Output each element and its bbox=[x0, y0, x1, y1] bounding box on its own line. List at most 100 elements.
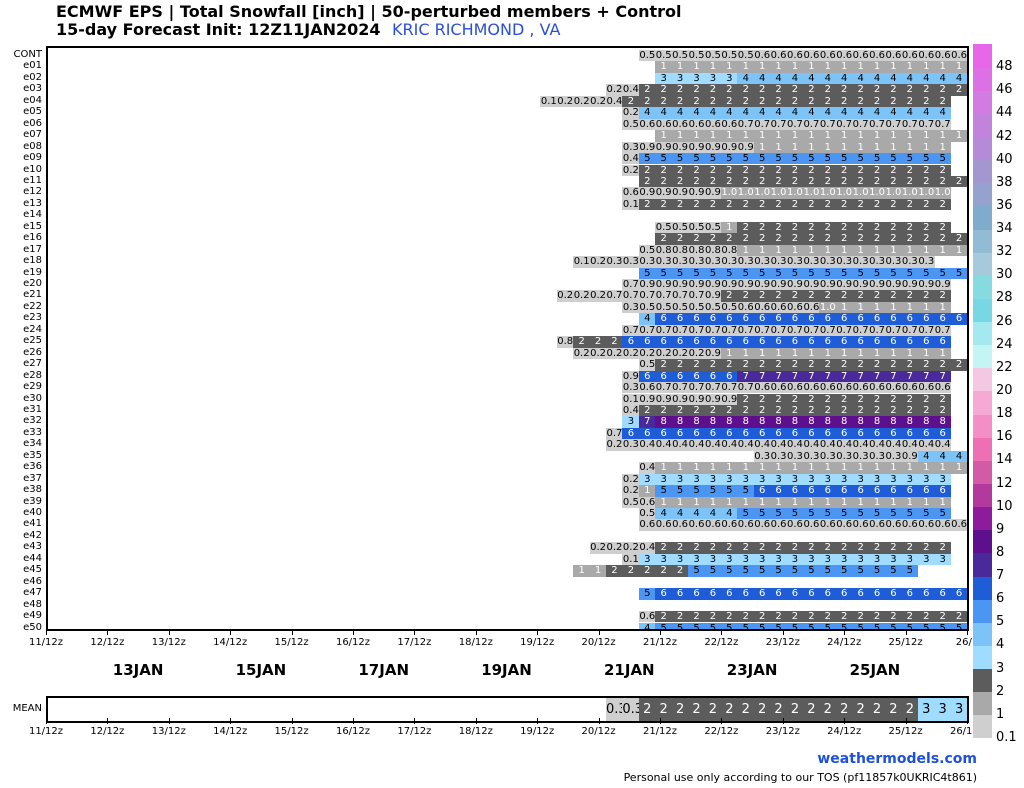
heatmap-cell: 0.9 bbox=[638, 187, 656, 199]
credit-link[interactable]: weathermodels.com bbox=[817, 751, 977, 767]
heatmap-cell: 6 bbox=[835, 427, 853, 440]
heatmap-cell: 0.6 bbox=[802, 50, 820, 62]
heatmap-cell: 2 bbox=[868, 290, 886, 302]
heatmap-cell: 6 bbox=[786, 427, 804, 440]
colorbar-swatch bbox=[973, 298, 992, 323]
heatmap-cell: 0.7 bbox=[638, 324, 656, 337]
heatmap-cell: 0.6 bbox=[884, 50, 902, 62]
heatmap-cell: 2 bbox=[802, 84, 820, 96]
heatmap-cell: 6 bbox=[802, 485, 820, 497]
heatmap-cell: 1.0 bbox=[770, 187, 788, 199]
heatmap-cell: 6 bbox=[819, 427, 837, 440]
row-label: e16 bbox=[23, 232, 42, 244]
axis-tick bbox=[967, 718, 968, 724]
heatmap-cell: 5 bbox=[786, 153, 804, 165]
heatmap-cell: 1 bbox=[868, 61, 886, 73]
heatmap-cell: 0.6 bbox=[901, 50, 919, 62]
tick-label: 18/12z bbox=[458, 637, 493, 648]
heatmap-cell: 0.9 bbox=[704, 393, 722, 405]
heatmap-cell: 2 bbox=[934, 233, 952, 245]
heatmap-cell: 6 bbox=[852, 336, 870, 348]
heatmap-cell: 1 bbox=[868, 462, 886, 474]
heatmap-cell: 5 bbox=[868, 622, 886, 629]
heatmap-cell: 2 bbox=[950, 175, 967, 188]
heatmap-cell: 8 bbox=[655, 416, 673, 428]
heatmap-cell: 2 bbox=[835, 175, 853, 188]
heatmap-cell: 2 bbox=[720, 95, 738, 108]
heatmap-cell: 0.7 bbox=[884, 324, 902, 337]
heatmap-cell: 2 bbox=[770, 542, 788, 554]
heatmap-cell: 0.7 bbox=[737, 382, 755, 394]
heatmap-cell: 5 bbox=[704, 153, 722, 165]
heatmap-cell: 7 bbox=[786, 370, 804, 383]
heatmap-cell: 2 bbox=[737, 198, 755, 211]
heatmap-cell: 2 bbox=[720, 404, 738, 417]
colorbar-label: 6 bbox=[996, 591, 1005, 607]
heatmap-cell: 3 bbox=[720, 553, 738, 566]
heatmap-cell: 5 bbox=[884, 267, 902, 279]
heatmap-cell: 5 bbox=[884, 508, 902, 520]
heatmap-cell: 1 bbox=[934, 301, 952, 314]
heatmap-cell: 5 bbox=[852, 622, 870, 629]
heatmap-cell: 7 bbox=[934, 370, 952, 383]
tick-label: 21/12z bbox=[642, 637, 678, 648]
date-label: 13JAN bbox=[112, 661, 164, 679]
heatmap-cell: 0.7 bbox=[737, 118, 755, 131]
heatmap-cell: 2 bbox=[802, 611, 820, 623]
heatmap-cell: 6 bbox=[737, 313, 755, 325]
axis-tick bbox=[107, 718, 109, 724]
heatmap-cell: 0.4 bbox=[868, 439, 886, 451]
heatmap-cell: 6 bbox=[802, 336, 820, 348]
heatmap-cell: 2 bbox=[753, 393, 771, 405]
colorbar-swatch bbox=[973, 414, 992, 438]
heatmap-cell: 1 bbox=[835, 244, 853, 257]
heatmap-cell: 4 bbox=[655, 107, 673, 119]
heatmap-cell: 6 bbox=[688, 588, 706, 600]
heatmap-cell: 1 bbox=[884, 61, 902, 73]
heatmap-cell: 0.7 bbox=[852, 118, 870, 131]
heatmap-cell: 5 bbox=[852, 153, 870, 165]
heatmap-cell: 1 bbox=[770, 347, 788, 360]
heatmap-cell: 2 bbox=[786, 233, 804, 245]
heatmap-cell: 0.7 bbox=[770, 324, 788, 337]
heatmap-cell: 1 bbox=[786, 61, 804, 73]
heatmap-cell: 0.6 bbox=[917, 50, 935, 62]
row-label: e13 bbox=[23, 197, 42, 209]
heatmap-cell: 2 bbox=[671, 565, 689, 577]
heatmap-cell: 0.9 bbox=[671, 393, 689, 405]
heatmap-cell: 2 bbox=[917, 542, 935, 554]
heatmap-cell: 2 bbox=[704, 611, 722, 623]
heatmap-cell: 1 bbox=[704, 130, 722, 142]
row-label: e28 bbox=[23, 369, 42, 381]
colorbar-swatch bbox=[973, 529, 992, 554]
heatmap-cell: 0.3 bbox=[622, 141, 640, 154]
heatmap-cell: 2 bbox=[605, 565, 623, 577]
heatmap-cell: 6 bbox=[884, 427, 902, 440]
heatmap-cell: 6 bbox=[671, 336, 689, 348]
heatmap-cell: 2 bbox=[655, 95, 673, 108]
heatmap-cell: 2 bbox=[934, 164, 952, 176]
heatmap-cell: 2 bbox=[852, 164, 870, 176]
heatmap-cell: 1 bbox=[852, 244, 870, 257]
heatmap-cell: 2 bbox=[917, 404, 935, 417]
colorbar-label: 28 bbox=[996, 290, 1013, 306]
heatmap-cell: 1 bbox=[819, 496, 837, 508]
mean-cell: 2 bbox=[704, 698, 722, 721]
heatmap-cell: 0.7 bbox=[671, 382, 689, 394]
heatmap-cell: 2 bbox=[917, 290, 935, 302]
heatmap-cell: 0.9 bbox=[671, 141, 689, 154]
heatmap-cell: 0.6 bbox=[770, 382, 788, 394]
heatmap-cell: 2 bbox=[884, 542, 902, 554]
heatmap-cell: 2 bbox=[786, 164, 804, 176]
heatmap-cell: 1 bbox=[671, 496, 689, 508]
row-label: e35 bbox=[23, 449, 42, 461]
heatmap-cell: 6 bbox=[934, 588, 952, 600]
heatmap-cell: 0.9 bbox=[737, 141, 755, 154]
heatmap-cell: 5 bbox=[720, 565, 738, 577]
heatmap-cell: 2 bbox=[819, 164, 837, 176]
heatmap-cell: 2 bbox=[737, 221, 755, 234]
row-label: e17 bbox=[23, 243, 42, 255]
row-label: e41 bbox=[23, 518, 42, 530]
heatmap-cell: 2 bbox=[884, 175, 902, 188]
heatmap-cell: 2 bbox=[835, 198, 853, 211]
